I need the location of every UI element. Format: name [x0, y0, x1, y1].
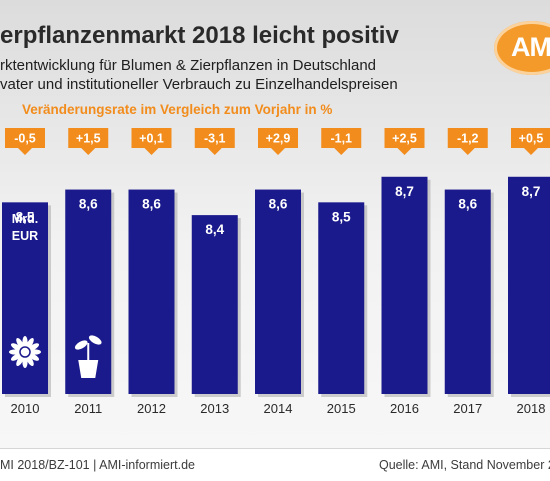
bar-chart: 8,5 2010 -0,5 Mrd. EUR 8,6 2011 +1,5 8,6 2012 +0,1… [2, 128, 550, 416]
change-label-2014: +2,9 [266, 132, 291, 146]
bar-2017 [444, 189, 491, 394]
bar-2014 [255, 189, 301, 394]
change-badge-2015 [321, 128, 362, 155]
tick-label-2014: 2014 [264, 401, 293, 416]
tick-label-2012: 2012 [137, 401, 166, 416]
bar-2012 [128, 189, 175, 394]
tick-label-2016: 2016 [390, 401, 419, 416]
potted-plant-icon [74, 335, 102, 378]
change-badge-2013 [194, 128, 235, 155]
bar-2013 [191, 215, 238, 394]
change-label-2016: +2,5 [392, 132, 417, 146]
change-label-2010: -0,5 [14, 132, 36, 146]
tick-label-2013: 2013 [200, 401, 229, 416]
change-label-2018: +0,5 [519, 132, 544, 146]
change-badge-2018 [511, 128, 550, 155]
subtitle-market: rktentwicklung für Blumen & Zierpflanzen… [0, 57, 377, 74]
value-label-2011: 8,6 [79, 197, 98, 212]
change-badge-2017 [447, 128, 488, 155]
subtitle-consumption: vater und institutioneller Verbrauch zu … [0, 76, 398, 93]
change-badge-2011 [68, 128, 109, 155]
bar-2015 [318, 202, 365, 394]
tick-label-2011: 2011 [74, 401, 102, 416]
page-title: erpflanzenmarkt 2018 leicht positiv [0, 22, 399, 49]
change-badge-2014 [258, 128, 298, 155]
bar-2016 [381, 176, 428, 394]
footer-source: Quelle: AMI, Stand November 2 [379, 458, 550, 472]
tick-label-2018: 2018 [517, 401, 546, 416]
change-label-2015: -1,1 [330, 132, 352, 146]
flower-icon [9, 336, 41, 368]
change-rate-caption: Veränderungsrate im Vergleich zum Vorjah… [22, 102, 333, 117]
footer-bar [0, 448, 550, 481]
value-label-2012: 8,6 [142, 197, 161, 212]
change-badge-2016 [384, 128, 425, 155]
value-label-2017: 8,6 [458, 197, 477, 212]
value-label-2014: 8,6 [269, 197, 288, 212]
value-label-2018: 8,7 [522, 184, 541, 199]
change-label-2017: -1,2 [457, 132, 479, 146]
value-label-2016: 8,7 [395, 184, 414, 199]
unit-label-line1: Mrd. [12, 212, 38, 226]
change-badge-2010 [5, 128, 45, 155]
value-label-2015: 8,5 [332, 209, 351, 224]
value-label-2013: 8,4 [205, 222, 224, 237]
change-badge-2012 [131, 128, 172, 155]
tick-label-2017: 2017 [453, 401, 482, 416]
tick-label-2015: 2015 [327, 401, 356, 416]
value-label-2010: 8,5 [16, 209, 35, 224]
change-label-2011: +1,5 [76, 132, 101, 146]
bar-2018 [508, 176, 550, 394]
ami-logo-text: AMI [511, 32, 550, 62]
change-label-2013: -3,1 [204, 132, 226, 146]
ami-logo [494, 21, 550, 75]
tick-label-2010: 2010 [11, 401, 40, 416]
change-label-2012: +0,1 [139, 132, 164, 146]
unit-label-line2: EUR [12, 229, 38, 243]
footer-reference: MI 2018/BZ-101 | AMI-informiert.de [0, 458, 195, 472]
